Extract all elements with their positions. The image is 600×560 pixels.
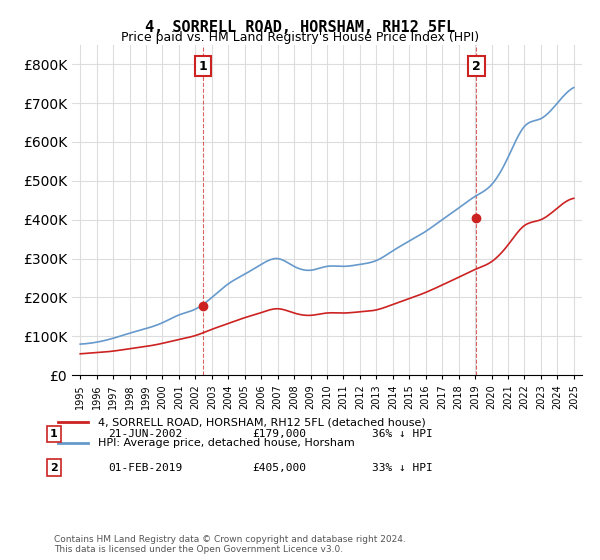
Text: 4, SORRELL ROAD, HORSHAM, RH12 5FL: 4, SORRELL ROAD, HORSHAM, RH12 5FL [145,20,455,35]
Text: 01-FEB-2019: 01-FEB-2019 [108,463,182,473]
Text: 4, SORRELL ROAD, HORSHAM, RH12 5FL (detached house): 4, SORRELL ROAD, HORSHAM, RH12 5FL (deta… [98,417,426,427]
Text: £405,000: £405,000 [252,463,306,473]
Text: HPI: Average price, detached house, Horsham: HPI: Average price, detached house, Hors… [98,438,355,448]
Text: 21-JUN-2002: 21-JUN-2002 [108,429,182,439]
Text: 1: 1 [199,60,208,73]
Text: 1: 1 [50,429,58,439]
Text: Contains HM Land Registry data © Crown copyright and database right 2024.
This d: Contains HM Land Registry data © Crown c… [54,535,406,554]
Text: £179,000: £179,000 [252,429,306,439]
Text: 33% ↓ HPI: 33% ↓ HPI [372,463,433,473]
Text: 2: 2 [50,463,58,473]
Text: 2: 2 [472,60,481,73]
Text: Price paid vs. HM Land Registry's House Price Index (HPI): Price paid vs. HM Land Registry's House … [121,31,479,44]
Text: 36% ↓ HPI: 36% ↓ HPI [372,429,433,439]
